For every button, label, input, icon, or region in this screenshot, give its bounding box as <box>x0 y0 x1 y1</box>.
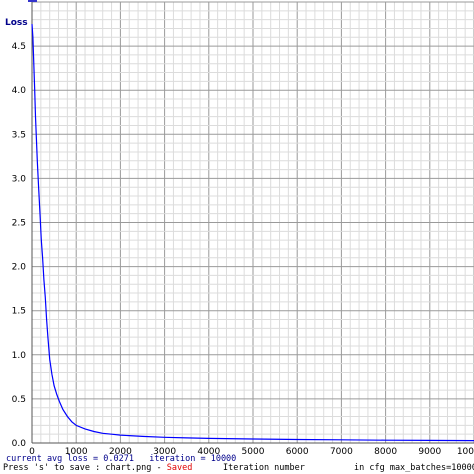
x-tick-label: 4000 <box>197 447 220 457</box>
y-tick-label: 1.5 <box>12 307 26 317</box>
y-tick-label: 4.5 <box>12 42 26 52</box>
x-tick-label: 100 <box>457 447 474 457</box>
y-tick-label: 1.0 <box>12 351 27 361</box>
avg-loss-status: current avg loss = 0.0271 iteration = 10… <box>6 454 236 464</box>
grid-lines <box>31 1 474 444</box>
x-tick-label: 5000 <box>242 447 265 457</box>
y-tick-label: 0.5 <box>12 395 26 405</box>
y-tick-label: 0.0 <box>12 439 27 449</box>
x-axis-label: Iteration number <box>223 463 305 473</box>
y-tick-label: 3.0 <box>12 174 27 184</box>
top-marker <box>28 0 37 2</box>
y-tick-label: 2.0 <box>12 263 27 273</box>
y-tick-labels: 0.0 0.5 1.0 1.5 2.0 2.5 3.0 3.5 4.0 4.5 <box>12 42 27 449</box>
y-tick-label: 2.5 <box>12 219 26 229</box>
loss-series <box>31 24 474 442</box>
x-tick-label: 2000 <box>109 447 132 457</box>
save-status: Press 's' to save : chart.png - Saved <box>3 463 192 473</box>
x-tick-label: 3000 <box>153 447 176 457</box>
x-tick-label: 9000 <box>418 447 441 457</box>
x-tick-label: 8000 <box>374 447 397 457</box>
y-axis-label: Loss <box>5 18 28 28</box>
x-tick-label: 1000 <box>65 447 88 457</box>
y-tick-label: 4.0 <box>12 86 27 96</box>
loss-line <box>31 24 474 442</box>
cfg-text: in cfg max_batches=10000 <box>354 463 474 473</box>
x-tick-label: 0 <box>29 447 35 457</box>
y-tick-label: 3.5 <box>12 130 26 140</box>
x-tick-labels: 0 1000 2000 3000 4000 5000 6000 7000 8000 9000 100 <box>29 447 474 457</box>
iteration-text: iteration = 10000 <box>149 454 237 464</box>
avg-loss-text: current avg loss = 0.0271 <box>6 454 134 464</box>
x-tick-label: 6000 <box>286 447 309 457</box>
save-hint: Press 's' to save : chart.png - <box>3 463 162 473</box>
axes <box>31 2 474 444</box>
x-tick-label: 7000 <box>330 447 353 457</box>
saved-label: Saved <box>166 463 193 473</box>
